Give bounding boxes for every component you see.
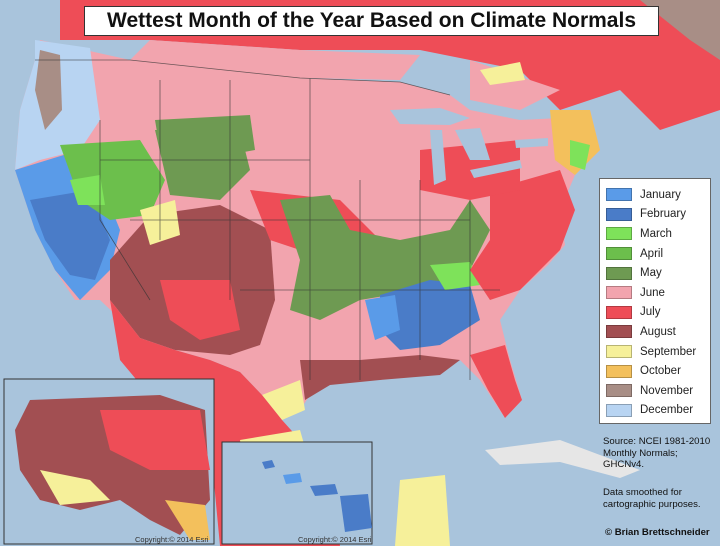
author-credit: © Brian Brettschneider — [605, 527, 710, 538]
southeast-march — [430, 262, 480, 290]
smoothing-note: Data smoothed for cartographic purposes. — [603, 487, 701, 510]
legend-label: April — [640, 247, 664, 260]
legend-swatch — [606, 384, 632, 398]
legend-label: September — [640, 345, 697, 358]
legend-item-july: July — [606, 303, 704, 323]
lake-michigan — [430, 130, 446, 185]
legend-swatch — [606, 345, 632, 359]
legend: January February March April May June July Augu… — [599, 178, 711, 424]
legend-item-january: January — [606, 185, 704, 205]
texas-september — [262, 380, 305, 420]
canada-sep-patch — [480, 62, 525, 85]
alaska-inset — [3, 378, 215, 545]
legend-item-september: September — [606, 342, 704, 362]
legend-swatch — [606, 364, 632, 378]
southeast-february — [380, 280, 480, 350]
alaska-land-september — [40, 470, 110, 505]
california-february — [30, 190, 110, 280]
florida-june — [470, 345, 522, 418]
hawaii-copyright: Copyright:© 2014 Esri — [298, 535, 372, 544]
lake-huron — [455, 128, 490, 160]
hawaii-inset — [221, 441, 373, 545]
legend-item-march: March — [606, 224, 704, 244]
hawaii-island-3 — [310, 484, 338, 496]
lake-erie — [470, 160, 522, 178]
pacific-nw-november — [35, 50, 62, 130]
central-may — [280, 195, 490, 320]
legend-label: November — [640, 384, 694, 397]
legend-swatch — [606, 247, 632, 261]
canada-east-brown — [640, 0, 720, 60]
legend-label: March — [640, 227, 672, 240]
legend-item-december: December — [606, 401, 704, 421]
legend-label: July — [640, 306, 661, 319]
legend-swatch — [606, 325, 632, 339]
legend-swatch — [606, 266, 632, 280]
legend-item-november: November — [606, 381, 704, 401]
southeast-january — [365, 295, 400, 340]
new-england-march — [570, 140, 590, 170]
lake-ontario — [515, 138, 548, 148]
map-title: Wettest Month of the Year Based on Clima… — [84, 6, 659, 36]
legend-swatch — [606, 305, 632, 319]
cuba — [485, 440, 640, 478]
legend-swatch — [606, 227, 632, 241]
legend-item-february: February — [606, 205, 704, 225]
hawaii-island-1 — [262, 460, 275, 469]
yucatan — [395, 475, 450, 546]
legend-label: August — [640, 325, 676, 338]
alaska-land-july — [100, 410, 210, 470]
legend-item-june: June — [606, 283, 704, 303]
legend-label: October — [640, 365, 681, 378]
lake-superior — [390, 108, 470, 125]
legend-swatch — [606, 188, 632, 202]
legend-swatch — [606, 286, 632, 300]
legend-swatch — [606, 207, 632, 221]
hawaii-island-2 — [283, 473, 302, 484]
legend-swatch — [606, 403, 632, 417]
legend-label: May — [640, 267, 662, 280]
source-note: Source: NCEI 1981-2010 Monthly Normals; … — [603, 436, 711, 470]
legend-label: February — [640, 208, 687, 221]
alaska-copyright: Copyright:© 2014 Esri — [135, 535, 209, 544]
legend-label: January — [640, 188, 681, 201]
gulf-coast-august — [300, 355, 460, 400]
legend-item-october: October — [606, 361, 704, 381]
hawaii-island-4 — [340, 494, 372, 532]
east-july — [470, 170, 575, 300]
legend-item-may: May — [606, 263, 704, 283]
legend-label: June — [640, 286, 665, 299]
alaska-panhandle — [165, 500, 210, 540]
southwest-july — [160, 280, 240, 340]
legend-label: December — [640, 404, 694, 417]
state-borders — [35, 59, 500, 380]
legend-item-april: April — [606, 244, 704, 264]
great-basin-march — [70, 175, 105, 205]
legend-item-august: August — [606, 322, 704, 342]
